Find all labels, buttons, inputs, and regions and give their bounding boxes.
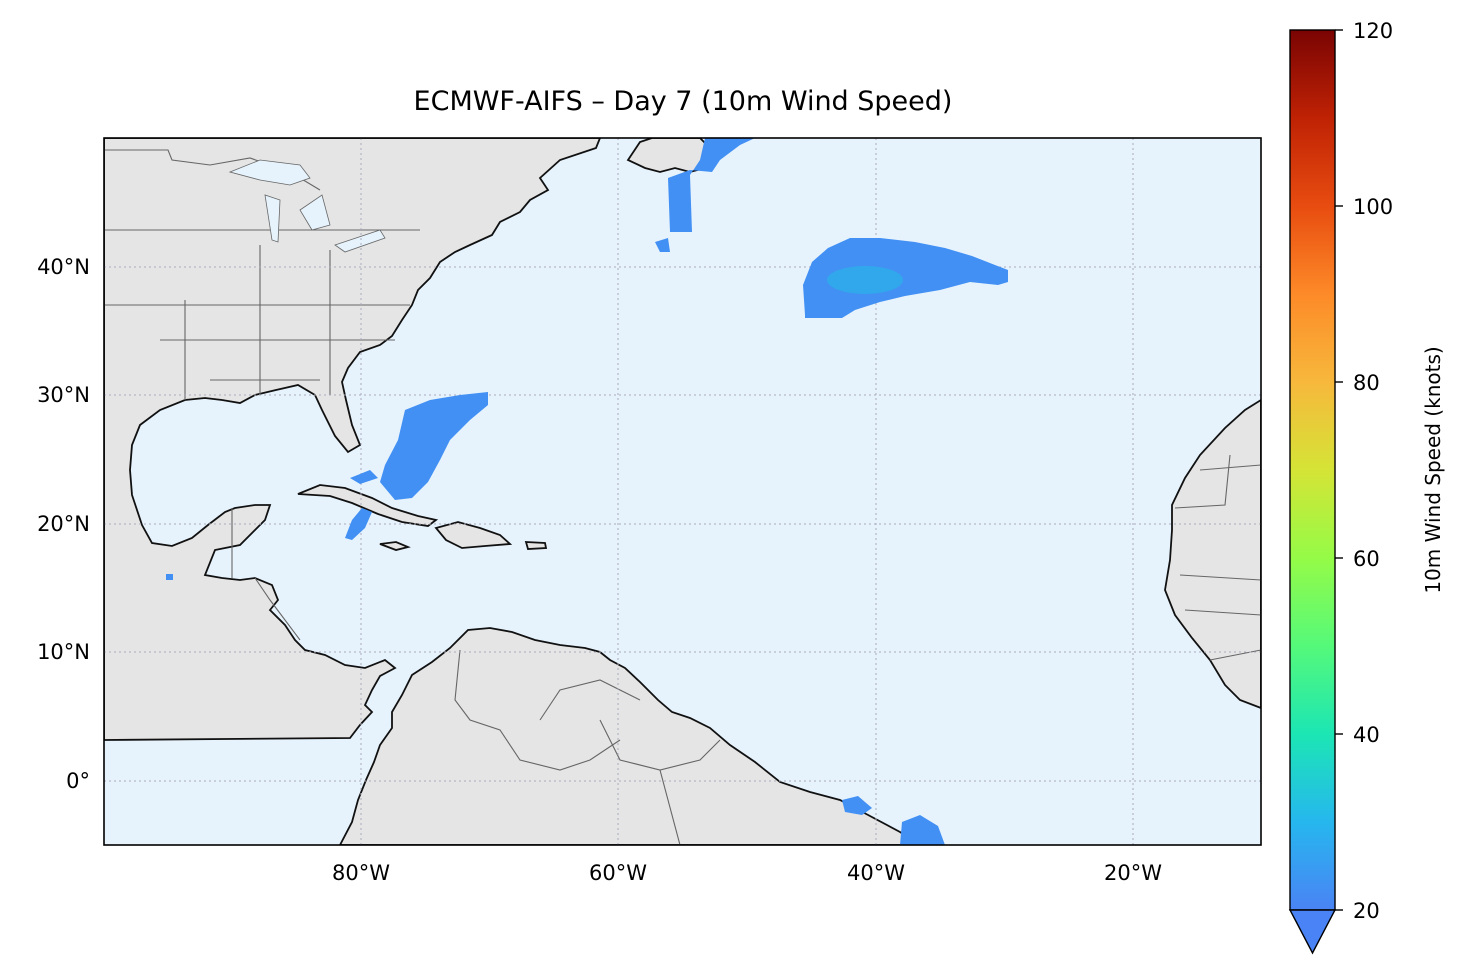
cuba-wind-area	[345, 508, 372, 540]
land-south-america	[338, 627, 922, 845]
lat-tick-label: 40°N	[37, 255, 90, 279]
colorbar-tick-label: 40	[1353, 723, 1380, 747]
country-borders	[104, 149, 1261, 845]
land-jamaica	[379, 541, 411, 551]
brazil-coast-wind-area-2	[900, 815, 945, 845]
map-title: ECMWF-AIFS – Day 7 (10m Wind Speed)	[414, 86, 953, 117]
colorbar: 20 40 60 80 100 120 10m Wind Speed (knots)	[1288, 19, 1445, 955]
colorbar-ticks: 20 40 60 80 100 120	[1335, 19, 1393, 923]
bahamas-wind-area	[380, 392, 488, 500]
lon-axis: 80°W 60°W 40°W 20°W	[332, 861, 1162, 885]
newfoundland-wind-area	[668, 138, 755, 232]
lat-tick-label: 20°N	[37, 512, 90, 536]
lat-tick-label: 10°N	[37, 640, 90, 664]
map-border	[103, 137, 1262, 846]
great-lakes	[228, 159, 386, 253]
colorbar-tick-label: 80	[1353, 371, 1380, 395]
honduras-wind-dot	[166, 574, 173, 580]
central-atlantic-wind-core	[827, 266, 903, 294]
colorbar-extend-min	[1288, 909, 1337, 955]
lon-tick-label: 40°W	[847, 861, 905, 885]
colorbar-label: 10m Wind Speed (knots)	[1421, 346, 1445, 593]
lon-tick-label: 20°W	[1104, 861, 1162, 885]
land-north-america	[104, 138, 601, 741]
map-panel	[104, 138, 1261, 845]
colorbar-tick-label: 100	[1353, 195, 1393, 219]
land-africa	[1164, 398, 1261, 709]
colorbar-gradient	[1289, 29, 1336, 911]
gulf-wind-area	[350, 470, 378, 484]
newfoundland-small-wind-area	[655, 238, 670, 252]
brazil-coast-wind-area	[842, 796, 872, 815]
colorbar-tick-label: 120	[1353, 19, 1393, 43]
colorbar-tick-label: 20	[1353, 899, 1380, 923]
land-puerto-rico	[524, 541, 548, 550]
central-atlantic-wind-area	[803, 238, 1008, 318]
lat-tick-label: 0°	[66, 769, 90, 793]
lon-tick-label: 60°W	[589, 861, 647, 885]
lat-axis: 40°N 30°N 20°N 10°N 0°	[37, 255, 90, 793]
colorbar-tick-label: 60	[1353, 547, 1380, 571]
lat-tick-label: 30°N	[37, 383, 90, 407]
land-cuba	[297, 484, 439, 527]
lon-tick-label: 80°W	[332, 861, 390, 885]
